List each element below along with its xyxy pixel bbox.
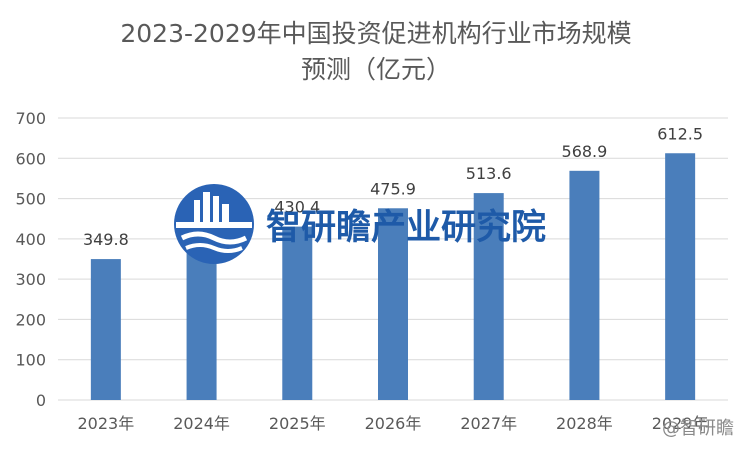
bar-value-label: 513.6 <box>466 164 512 183</box>
bar <box>569 170 600 400</box>
x-tick-label: 2029年 <box>652 414 709 433</box>
source-credit: @智研瞻 <box>662 418 734 439</box>
y-tick-label: 700 <box>15 109 46 128</box>
bar <box>90 259 121 400</box>
y-tick-label: 100 <box>15 351 46 370</box>
institute-logo-icon <box>174 184 254 264</box>
bar-value-label: 430.4 <box>274 198 320 217</box>
y-tick-label: 200 <box>15 310 46 329</box>
x-tick-label: 2027年 <box>460 414 517 433</box>
y-tick-label: 400 <box>15 230 46 249</box>
bar-value-label: 568.9 <box>562 142 608 161</box>
bar-value-label: 349.8 <box>83 230 129 249</box>
bar-value-label: 475.9 <box>370 179 416 198</box>
x-tick-label: 2023年 <box>77 414 134 433</box>
bar-value-label: 612.5 <box>657 124 703 143</box>
x-tick-label: 2024年 <box>173 414 230 433</box>
chart-title-line2: 预测（亿元） <box>300 55 451 84</box>
x-tick-label: 2028年 <box>556 414 613 433</box>
bar <box>473 193 504 400</box>
x-tick-label: 2025年 <box>269 414 326 433</box>
y-tick-label: 0 <box>36 391 46 410</box>
watermark: 智研瞻产业研究院 <box>172 182 582 266</box>
bar <box>378 208 408 400</box>
bar <box>665 153 696 400</box>
bar <box>282 226 313 400</box>
chart-title-line1: 2023-2029年中国投资促进机构行业市场规模 <box>120 19 632 48</box>
y-tick-label: 300 <box>15 270 46 289</box>
y-tick-label: 600 <box>15 149 46 168</box>
bar <box>186 243 217 400</box>
watermark-text: 智研瞻产业研究院 <box>266 207 547 248</box>
y-tick-label: 500 <box>15 190 46 209</box>
x-tick-label: 2026年 <box>365 414 422 433</box>
